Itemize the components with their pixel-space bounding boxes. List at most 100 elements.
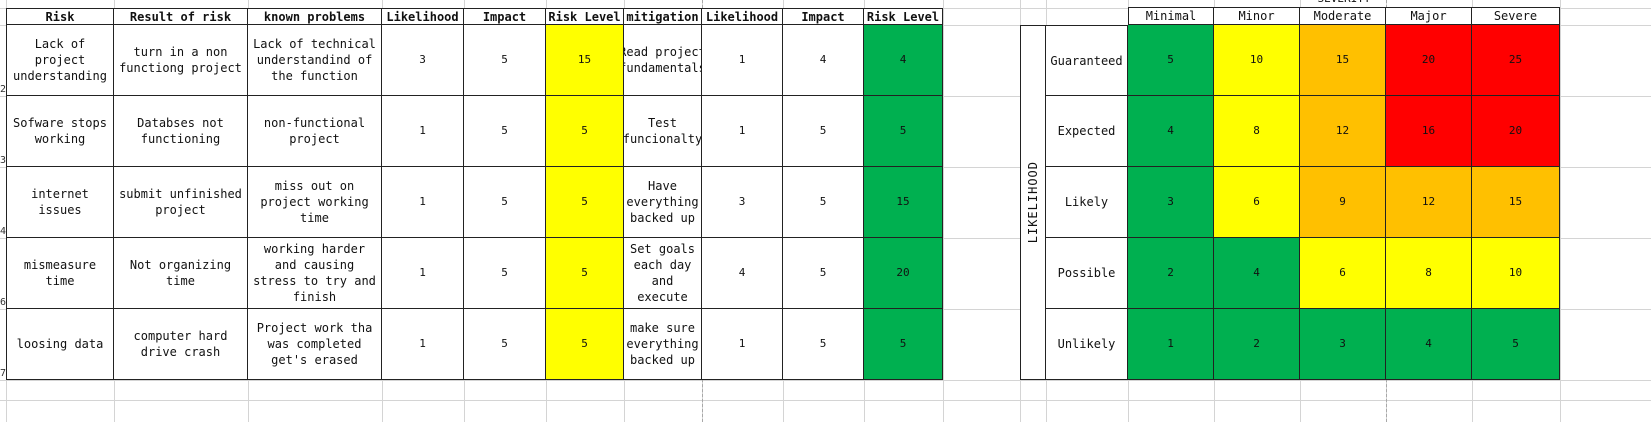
matrix-cell[interactable]: 6 <box>1300 238 1386 309</box>
matrix-cell[interactable]: 20 <box>1472 96 1560 167</box>
cell-likelihood-after[interactable]: 1 <box>702 309 783 380</box>
cell-likelihood-after[interactable]: 4 <box>702 238 783 309</box>
matrix-cell[interactable]: 6 <box>1214 167 1300 238</box>
cell-known-problems[interactable]: non-functional project <box>248 96 382 167</box>
cell-impact[interactable]: 5 <box>464 25 546 96</box>
likelihood-label-guaranteed[interactable]: Guaranteed <box>1046 25 1128 96</box>
cell-risk-level-after[interactable]: 15 <box>864 167 943 238</box>
cell-mitigation[interactable]: make sure everything backed up <box>624 309 702 380</box>
severity-header-minor[interactable]: Minor <box>1214 8 1300 25</box>
cell-result-of-risk[interactable]: submit unfinished project <box>114 167 248 238</box>
likelihood-label-possible[interactable]: Possible <box>1046 238 1128 309</box>
cell-risk-level[interactable]: 5 <box>546 96 624 167</box>
header-impact[interactable]: Impact <box>464 8 546 25</box>
cell-risk[interactable]: Sofware stops working <box>6 96 114 167</box>
cell-likelihood[interactable]: 1 <box>382 96 464 167</box>
cell-risk-level[interactable]: 5 <box>546 167 624 238</box>
cell-mitigation[interactable]: Read project fundamentals <box>624 25 702 96</box>
matrix-cell[interactable]: 9 <box>1300 167 1386 238</box>
cell-known-problems[interactable]: miss out on project working time <box>248 167 382 238</box>
cell-impact[interactable]: 5 <box>464 309 546 380</box>
header-likelihood-after[interactable]: Likelihood <box>702 8 783 25</box>
matrix-cell[interactable]: 3 <box>1300 309 1386 380</box>
cell-risk-level[interactable]: 5 <box>546 309 624 380</box>
matrix-cell[interactable]: 8 <box>1386 238 1472 309</box>
matrix-cell[interactable]: 1 <box>1128 309 1214 380</box>
cell-risk[interactable]: loosing data <box>6 309 114 380</box>
cell-result-of-risk[interactable]: computer hard drive crash <box>114 309 248 380</box>
matrix-cell[interactable]: 12 <box>1386 167 1472 238</box>
matrix-cell[interactable]: 5 <box>1472 309 1560 380</box>
matrix-cell[interactable]: 12 <box>1300 96 1386 167</box>
matrix-cell[interactable]: 3 <box>1128 167 1214 238</box>
cell-risk-level[interactable]: 5 <box>546 238 624 309</box>
cell-known-problems[interactable]: Lack of technical understandind of the f… <box>248 25 382 96</box>
matrix-cell[interactable]: 8 <box>1214 96 1300 167</box>
cell-impact-after[interactable]: 5 <box>783 309 864 380</box>
header-risk[interactable]: Risk <box>6 8 114 25</box>
cell-impact-after[interactable]: 5 <box>783 167 864 238</box>
cell-risk-level[interactable]: 15 <box>546 25 624 96</box>
likelihood-label-expected[interactable]: Expected <box>1046 96 1128 167</box>
header-risk-level-after[interactable]: Risk Level <box>864 8 943 25</box>
severity-header-moderate[interactable]: Moderate <box>1300 8 1386 25</box>
matrix-cell[interactable]: 2 <box>1214 309 1300 380</box>
cell-risk[interactable]: Lack of project understanding <box>6 25 114 96</box>
cell-risk-level-after[interactable]: 5 <box>864 96 943 167</box>
header-known-problems[interactable]: known problems <box>248 8 382 25</box>
cell-risk-level-after[interactable]: 20 <box>864 238 943 309</box>
cell-impact-after[interactable]: 4 <box>783 25 864 96</box>
cell-risk[interactable]: mismeasure time <box>6 238 114 309</box>
cell-risk-level-after[interactable]: 5 <box>864 309 943 380</box>
cell-risk-level-text: 5 <box>581 195 588 208</box>
cell-likelihood[interactable]: 1 <box>382 309 464 380</box>
cell-impact[interactable]: 5 <box>464 96 546 167</box>
cell-likelihood-after[interactable]: 1 <box>702 96 783 167</box>
cell-likelihood-after-text: 1 <box>738 53 746 66</box>
cell-likelihood-text: 3 <box>419 53 426 66</box>
matrix-cell[interactable]: 4 <box>1214 238 1300 309</box>
matrix-cell[interactable]: 5 <box>1128 25 1214 96</box>
matrix-cell[interactable]: 4 <box>1128 96 1214 167</box>
header-risk-level[interactable]: Risk Level <box>546 8 624 25</box>
header-mitigation[interactable]: mitigation <box>624 8 702 25</box>
matrix-cell[interactable]: 2 <box>1128 238 1214 309</box>
matrix-cell[interactable]: 10 <box>1472 238 1560 309</box>
matrix-cell[interactable]: 10 <box>1214 25 1300 96</box>
cell-likelihood[interactable]: 1 <box>382 238 464 309</box>
cell-mitigation[interactable]: Have everything backed up <box>624 167 702 238</box>
cell-impact-after[interactable]: 5 <box>783 96 864 167</box>
cell-result-of-risk[interactable]: Not organizing time <box>114 238 248 309</box>
cell-risk[interactable]: internet issues <box>6 167 114 238</box>
header-impact-after[interactable]: Impact <box>783 8 864 25</box>
matrix-cell[interactable]: 16 <box>1386 96 1472 167</box>
severity-header-severe[interactable]: Severe <box>1472 8 1560 25</box>
matrix-cell[interactable]: 4 <box>1386 309 1472 380</box>
cell-likelihood[interactable]: 3 <box>382 25 464 96</box>
likelihood-label-likely[interactable]: Likely <box>1046 167 1128 238</box>
likelihood-label-unlikely[interactable]: Unlikely <box>1046 309 1128 380</box>
cell-known-problems[interactable]: working harder and causing stress to try… <box>248 238 382 309</box>
cell-result-of-risk[interactable]: turn in a non functiong project <box>114 25 248 96</box>
cell-likelihood-after[interactable]: 3 <box>702 167 783 238</box>
cell-likelihood[interactable]: 1 <box>382 167 464 238</box>
cell-mitigation[interactable]: Set goals each day and execute <box>624 238 702 309</box>
severity-header-minimal[interactable]: Minimal <box>1128 8 1214 25</box>
cell-risk-level-after[interactable]: 4 <box>864 25 943 96</box>
cell-result-of-risk[interactable]: Databses not functioning <box>114 96 248 167</box>
matrix-cell[interactable]: 20 <box>1386 25 1472 96</box>
matrix-cell[interactable]: 25 <box>1472 25 1560 96</box>
cell-likelihood-after[interactable]: 1 <box>702 25 783 96</box>
matrix-cell-text: 4 <box>1167 124 1174 137</box>
matrix-cell[interactable]: 15 <box>1300 25 1386 96</box>
cell-known-problems[interactable]: Project work tha was completed get's era… <box>248 309 382 380</box>
cell-impact[interactable]: 5 <box>464 167 546 238</box>
cell-mitigation[interactable]: Test funcionalty <box>624 96 702 167</box>
cell-impact[interactable]: 5 <box>464 238 546 309</box>
matrix-cell[interactable]: 15 <box>1472 167 1560 238</box>
header-result-of-risk[interactable]: Result of risk <box>114 8 248 25</box>
severity-header-major[interactable]: Major <box>1386 8 1472 25</box>
header-likelihood[interactable]: Likelihood <box>382 8 464 25</box>
cell-impact-after[interactable]: 5 <box>783 238 864 309</box>
likelihood-title[interactable]: LIKELIHOOD <box>1020 25 1046 380</box>
